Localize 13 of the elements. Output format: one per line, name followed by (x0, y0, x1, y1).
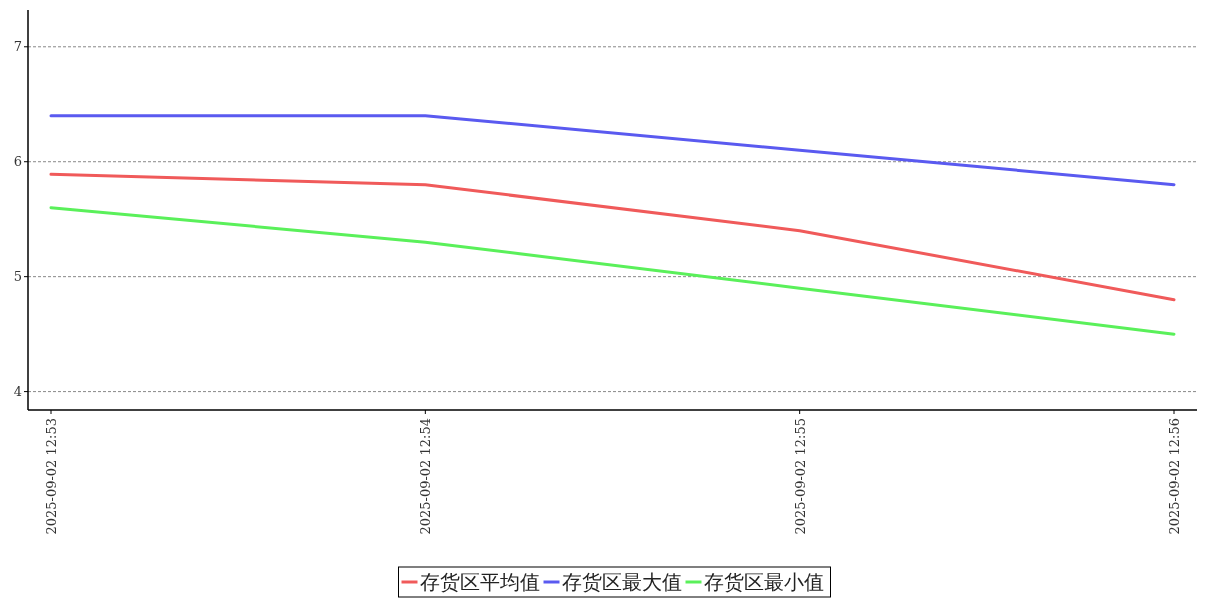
x-tick-label: 2025-09-02 12:56 (1167, 418, 1182, 535)
x-tick-label: 2025-09-02 12:54 (418, 418, 434, 535)
legend-label: 存货区平均值 (419, 570, 540, 594)
y-tick-label: 4 (13, 383, 22, 399)
y-tick-label: 6 (13, 153, 22, 169)
y-tick-label: 7 (13, 38, 22, 54)
legend-label: 存货区最小值 (703, 570, 824, 594)
line-series (49, 206, 1176, 336)
x-tick-label: 2025-09-02 12:53 (44, 418, 59, 535)
y-tick-label: 5 (13, 268, 22, 284)
x-tick-label: 2025-09-02 12:55 (792, 418, 808, 535)
legend-label: 存货区最大值 (561, 570, 682, 594)
line-series (49, 172, 1176, 302)
